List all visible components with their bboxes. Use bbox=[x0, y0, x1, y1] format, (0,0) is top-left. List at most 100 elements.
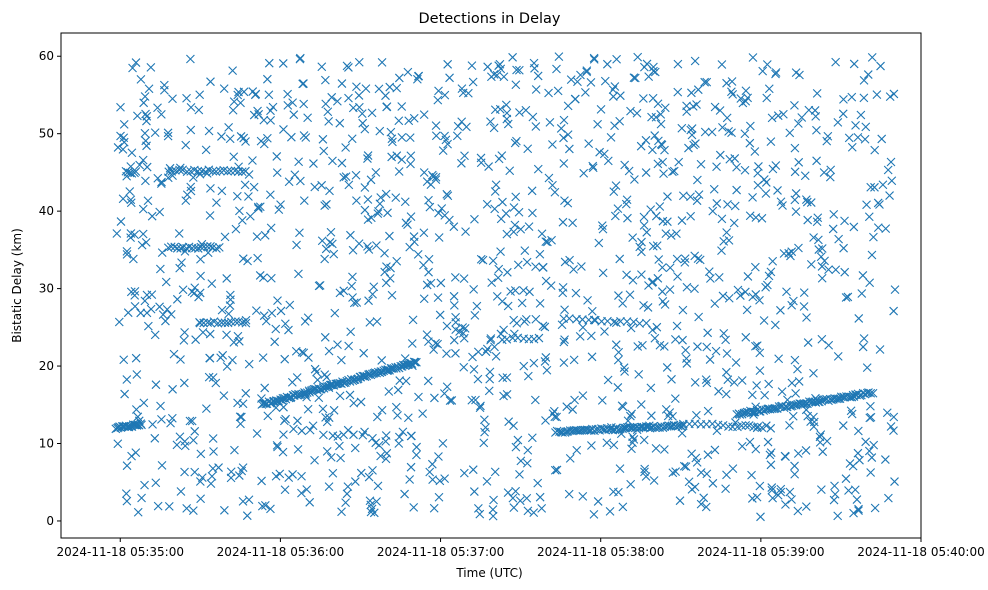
clutter-point bbox=[635, 242, 645, 252]
clutter-point bbox=[751, 341, 760, 351]
clutter-point bbox=[686, 211, 696, 221]
y-tick-label: 50 bbox=[39, 127, 54, 141]
clutter-point bbox=[521, 105, 531, 115]
clutter-point bbox=[180, 327, 190, 337]
clutter-point bbox=[715, 106, 725, 115]
clutter-point bbox=[617, 401, 627, 411]
clutter-point bbox=[630, 175, 639, 184]
clutter-point bbox=[889, 89, 899, 99]
clutter-point bbox=[569, 355, 579, 365]
clutter-point bbox=[600, 327, 609, 336]
clutter-point bbox=[317, 62, 327, 72]
clutter-point bbox=[707, 127, 717, 137]
clutter-point bbox=[509, 227, 519, 237]
clutter-point bbox=[511, 192, 521, 202]
clutter-point bbox=[802, 197, 812, 207]
clutter-point bbox=[234, 87, 243, 97]
clutter-point bbox=[303, 313, 313, 323]
clutter-point bbox=[766, 448, 776, 457]
clutter-point bbox=[686, 192, 695, 202]
clutter-point bbox=[494, 61, 504, 71]
clutter-point bbox=[176, 355, 185, 364]
clutter-point bbox=[722, 113, 732, 123]
clutter-point bbox=[544, 173, 554, 183]
clutter-point bbox=[613, 383, 623, 392]
clutter-point bbox=[606, 133, 616, 142]
clutter-point bbox=[730, 201, 740, 211]
clutter-point bbox=[324, 346, 334, 356]
track-4-point bbox=[202, 242, 212, 251]
clutter-point bbox=[434, 452, 443, 461]
clutter-point bbox=[839, 94, 848, 104]
track-13-point bbox=[339, 430, 348, 440]
clutter-point bbox=[238, 497, 248, 506]
clutter-point bbox=[831, 265, 841, 275]
track-5-point bbox=[241, 318, 251, 328]
clutter-point bbox=[851, 120, 860, 130]
clutter-point bbox=[126, 198, 136, 208]
clutter-point bbox=[486, 72, 496, 82]
clutter-point bbox=[768, 493, 778, 503]
clutter-point bbox=[762, 280, 772, 290]
clutter-point bbox=[284, 325, 293, 335]
plot-area-frame bbox=[60, 32, 922, 539]
clutter-point bbox=[806, 198, 816, 207]
clutter-point bbox=[573, 77, 582, 87]
clutter-point bbox=[367, 108, 377, 118]
clutter-point bbox=[324, 482, 334, 491]
clutter-point bbox=[320, 75, 330, 85]
clutter-point bbox=[243, 256, 252, 266]
clutter-point bbox=[700, 77, 710, 87]
clutter-point bbox=[261, 316, 271, 326]
clutter-point bbox=[512, 136, 521, 146]
clutter-point bbox=[778, 109, 788, 119]
clutter-point bbox=[258, 353, 268, 363]
clutter-point bbox=[638, 94, 648, 103]
clutter-point bbox=[812, 156, 821, 166]
clutter-point bbox=[668, 468, 678, 478]
clutter-point bbox=[859, 93, 869, 103]
clutter-point bbox=[504, 417, 514, 427]
clutter-point bbox=[292, 373, 302, 382]
clutter-point bbox=[745, 437, 755, 447]
clutter-point bbox=[678, 191, 688, 201]
clutter-point bbox=[854, 314, 864, 323]
clutter-point bbox=[670, 334, 680, 344]
clutter-point bbox=[291, 346, 301, 356]
clutter-point bbox=[708, 478, 718, 488]
clutter-point bbox=[824, 265, 833, 275]
clutter-point bbox=[418, 409, 428, 419]
clutter-point bbox=[731, 418, 740, 427]
clutter-point bbox=[369, 282, 379, 292]
clutter-point bbox=[659, 445, 669, 454]
clutter-point bbox=[790, 101, 799, 110]
clutter-point bbox=[341, 498, 351, 508]
clutter-point bbox=[419, 294, 429, 304]
clutter-point bbox=[668, 167, 677, 177]
clutter-point bbox=[819, 168, 829, 177]
clutter-point bbox=[377, 57, 387, 67]
clutter-point bbox=[428, 475, 438, 485]
clutter-point bbox=[494, 264, 504, 274]
clutter-point bbox=[484, 162, 494, 171]
clutter-point bbox=[672, 321, 682, 331]
clutter-point bbox=[133, 412, 143, 422]
clutter-point bbox=[542, 237, 552, 247]
clutter-point bbox=[289, 110, 299, 120]
track-11-point bbox=[741, 421, 751, 430]
clutter-point bbox=[755, 481, 765, 491]
clutter-point bbox=[750, 147, 760, 156]
clutter-point bbox=[514, 65, 524, 75]
clutter-point bbox=[658, 216, 668, 226]
clutter-point bbox=[559, 159, 569, 168]
clutter-point bbox=[180, 467, 189, 477]
clutter-point bbox=[436, 278, 446, 288]
clutter-point bbox=[693, 85, 703, 95]
clutter-point bbox=[345, 390, 355, 400]
clutter-point bbox=[191, 335, 201, 345]
clutter-point bbox=[817, 273, 827, 283]
clutter-point bbox=[523, 371, 533, 381]
clutter-point bbox=[490, 467, 500, 477]
clutter-point bbox=[371, 168, 381, 177]
clutter-point bbox=[701, 502, 711, 512]
